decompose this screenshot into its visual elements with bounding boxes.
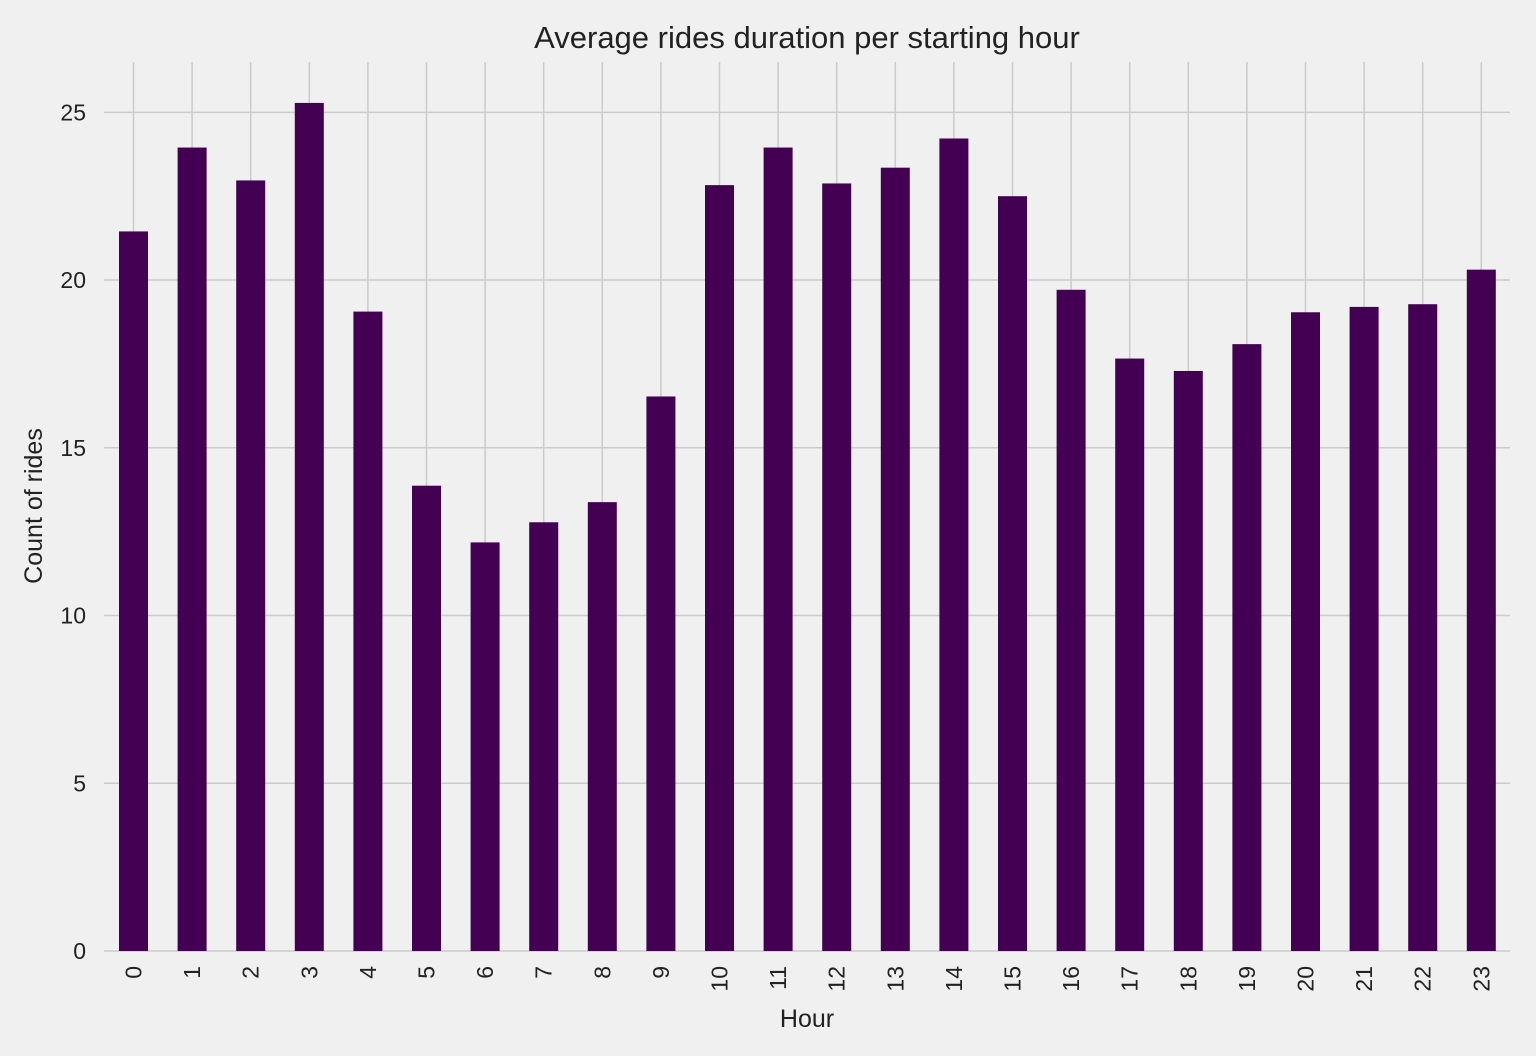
x-tick-label: 9 bbox=[648, 966, 674, 979]
bar-hour-14 bbox=[939, 138, 969, 951]
bar-hour-16 bbox=[1056, 289, 1086, 951]
bar-hour-11 bbox=[763, 147, 793, 951]
x-tick-label: 19 bbox=[1234, 966, 1260, 992]
chart-title: Average rides duration per starting hour bbox=[534, 20, 1080, 55]
x-tick-label: 13 bbox=[882, 966, 908, 992]
bar-hour-3 bbox=[294, 102, 324, 951]
bar-hour-15 bbox=[998, 196, 1027, 952]
x-tick-label: 15 bbox=[1000, 966, 1026, 992]
y-tick-label: 15 bbox=[60, 435, 86, 461]
x-tick-label: 18 bbox=[1175, 966, 1201, 992]
x-tick-label: 0 bbox=[121, 966, 147, 979]
bar-hour-2 bbox=[236, 180, 266, 951]
y-axis-label: Count of rides bbox=[20, 428, 48, 584]
x-axis-label: Hour bbox=[780, 1005, 834, 1033]
bar-hour-7 bbox=[529, 522, 559, 951]
y-tick-label: 25 bbox=[60, 99, 86, 125]
x-tick-label: 21 bbox=[1351, 966, 1377, 992]
bar-hour-8 bbox=[587, 502, 617, 951]
x-tick-label: 7 bbox=[531, 966, 557, 979]
x-tick-labels: 0 1 2 3 4 5 6 7 8 9 10 11 12 13 14 15 16 17 18 19 20 21 22 23 bbox=[121, 966, 1495, 992]
x-tick-label: 14 bbox=[941, 966, 967, 992]
y-tick-label: 0 bbox=[73, 938, 86, 964]
x-tick-label: 1 bbox=[179, 966, 205, 979]
bar-hour-0 bbox=[119, 231, 148, 951]
x-tick-label: 20 bbox=[1293, 966, 1319, 992]
bar-hour-5 bbox=[412, 485, 441, 951]
bar-hour-4 bbox=[353, 311, 383, 951]
x-tick-label: 17 bbox=[1117, 966, 1143, 992]
x-tick-label: 4 bbox=[355, 966, 381, 979]
x-tick-label: 10 bbox=[707, 966, 733, 992]
x-tick-label: 8 bbox=[589, 966, 615, 979]
bar-hour-23 bbox=[1466, 269, 1496, 951]
x-tick-label: 22 bbox=[1410, 966, 1436, 992]
y-tick-labels: 0 5 10 15 20 25 bbox=[60, 99, 86, 964]
bar-hour-9 bbox=[646, 396, 676, 951]
x-tick-label: 3 bbox=[296, 966, 322, 979]
x-tick-label: 12 bbox=[824, 966, 850, 992]
bar-hour-17 bbox=[1115, 358, 1145, 951]
y-tick-label: 5 bbox=[73, 770, 86, 796]
y-tick-label: 10 bbox=[60, 603, 86, 629]
x-tick-label: 23 bbox=[1468, 966, 1494, 992]
bar-hour-18 bbox=[1173, 370, 1203, 951]
bar-hour-12 bbox=[822, 183, 852, 952]
bar-hour-1 bbox=[177, 147, 207, 951]
y-tick-label: 20 bbox=[60, 267, 86, 293]
bar-hour-20 bbox=[1291, 312, 1320, 951]
bar-hour-21 bbox=[1349, 306, 1379, 951]
x-tick-label: 2 bbox=[238, 966, 264, 979]
x-tick-label: 5 bbox=[414, 966, 440, 979]
x-tick-label: 6 bbox=[472, 966, 498, 979]
x-tick-label: 16 bbox=[1058, 966, 1084, 992]
bar-hour-6 bbox=[470, 542, 500, 951]
x-tick-label: 11 bbox=[765, 966, 791, 990]
bar-hour-13 bbox=[880, 167, 910, 951]
bar-hour-22 bbox=[1408, 304, 1438, 951]
bar-hour-10 bbox=[705, 185, 734, 952]
bar-hour-19 bbox=[1232, 344, 1262, 951]
bars bbox=[119, 102, 1496, 952]
